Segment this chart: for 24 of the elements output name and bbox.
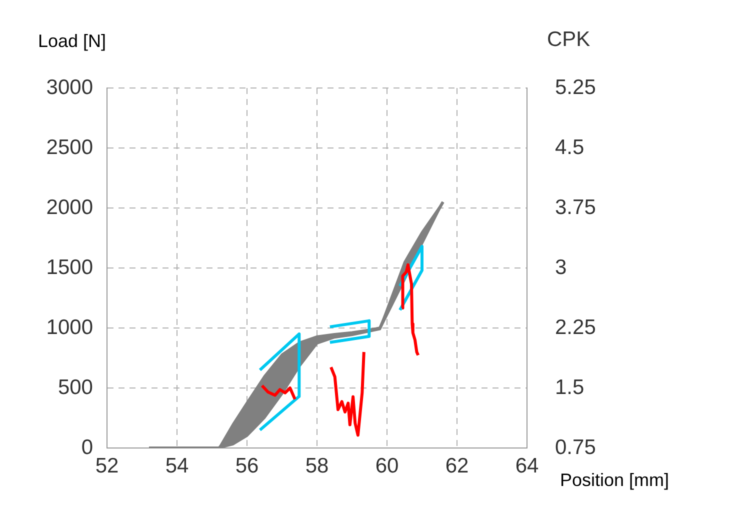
y2-tick-label: 1.5 [555,376,584,399]
x-tick-label: 54 [165,454,189,478]
y2-tick-label: 4.5 [555,136,584,159]
y-tick-label: 1000 [46,316,93,339]
x-tick-label: 52 [95,454,119,478]
y2-tick-label: 2.25 [555,316,596,339]
y-tick-label: 3000 [46,76,93,99]
y-tick-label: 500 [58,376,93,399]
x-tick-label: 62 [445,454,469,478]
y-tick-label: 1500 [46,256,93,279]
y2-tick-label: 3 [555,256,567,279]
y-tick-label: 2500 [46,136,93,159]
x-axis-title: Position [mm] [560,470,670,490]
y2-tick-label: 0.75 [555,436,596,459]
y2-axis-title: CPK [547,28,590,51]
y2-tick-label: 5.25 [555,76,596,99]
x-tick-label: 64 [515,454,539,478]
x-tick-label: 60 [375,454,399,478]
x-tick-label: 58 [305,454,329,478]
x-tick-label: 56 [235,454,259,478]
y-tick-label: 2000 [46,196,93,219]
y2-tick-label: 3.75 [555,196,596,219]
y-tick-label: 0 [81,436,93,459]
y-axis-title: Load [N] [38,30,106,51]
